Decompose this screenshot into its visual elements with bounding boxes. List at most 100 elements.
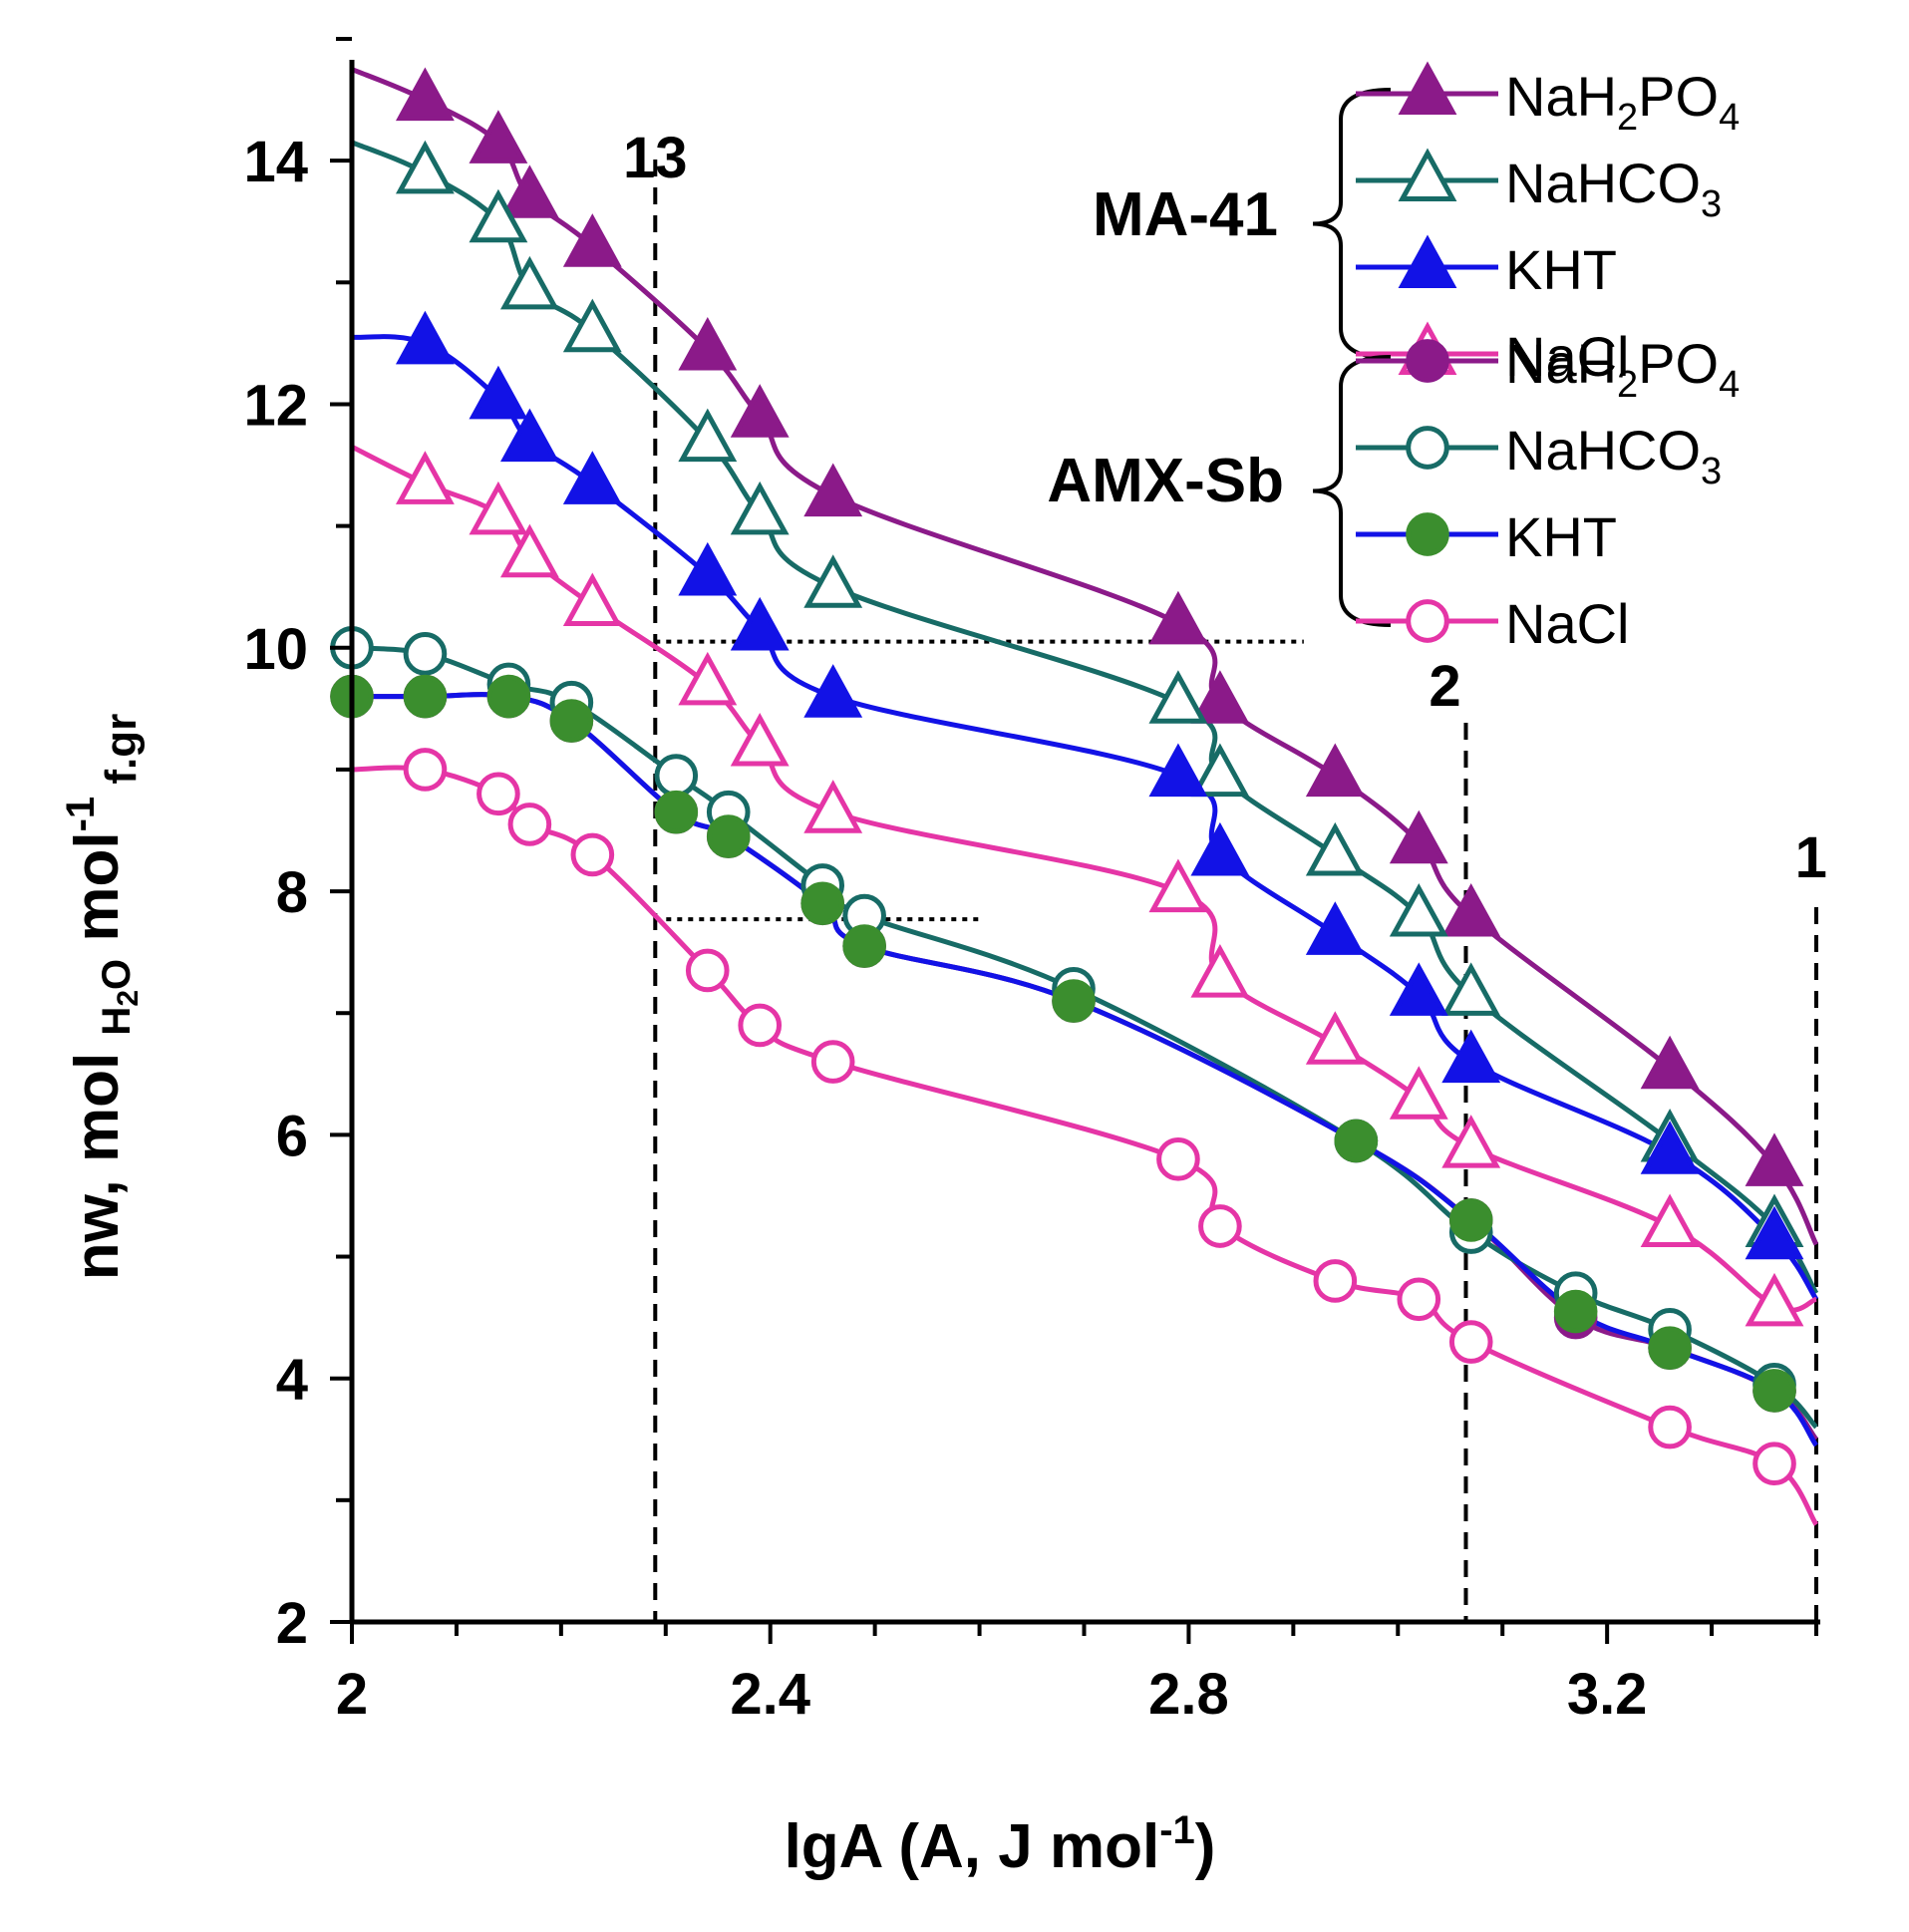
ma-41-nah2po4-point (1305, 743, 1365, 798)
legend-label-part: KHT (1505, 505, 1617, 568)
amx-sb-kht-point (549, 699, 594, 743)
ma-41-nacl-point (1305, 1011, 1365, 1065)
ma-41-nah2po4-point (395, 67, 455, 122)
amx-sb-kht-point (1334, 1119, 1379, 1163)
vertical-line-label-3: 1 (1795, 825, 1827, 890)
y-axis-title-part2: mol (63, 831, 132, 958)
legend-label-sub: 3 (1701, 451, 1722, 492)
legend-label-part: NaCl (1505, 325, 1629, 388)
x-axis-title-main: lgA (A, J mol (785, 1812, 1160, 1881)
ma-41-kht-point (562, 451, 622, 504)
legend-entry-amx-sb-nah2po4: NaH2PO4 (1356, 332, 1740, 406)
legend-label-sub: 4 (1719, 97, 1740, 139)
amx-sb-nah2po4-line (352, 692, 1818, 1442)
ma-41-nahco3-point (1389, 883, 1448, 937)
amx-sb-nacl-point (738, 1003, 783, 1048)
legend-label: NaCl (1505, 592, 1629, 655)
legend-group-label: AMX-Sb (1047, 447, 1284, 515)
ma-41-nacl-point (562, 572, 622, 626)
ma-41-kht-point (395, 310, 455, 365)
amx-sb-kht-point (842, 924, 886, 968)
ma-41-nacl-point (469, 481, 528, 535)
ma-41-nahco3-point (1148, 670, 1208, 724)
ma-41-nacl-point (730, 713, 790, 767)
ma-41-nacl-point (1190, 944, 1250, 998)
y-axis-title-sub-h: H (95, 1007, 139, 1036)
amx-sb-kht-point (1752, 1369, 1796, 1413)
amx-sb-kht-point (1553, 1289, 1598, 1334)
y-axis-title: nw, mol H2O mol-1 f.gr (59, 714, 146, 1281)
legend-label-part: NaHCO (1505, 419, 1701, 482)
legend-group-amx-sb: AMX-Sb NaH2PO4 NaHCO3 KHT NaCl (1047, 332, 1740, 655)
marker-layer (330, 67, 1804, 1486)
ma-41-nahco3-point (678, 408, 738, 463)
ma-41-nah2po4-point (1148, 590, 1208, 645)
x-tick-label: 2.4 (730, 1662, 810, 1727)
amx-sb-nacl-point (570, 832, 615, 877)
amx-sb-nacl-point (685, 948, 730, 993)
legend-group-label: MA-41 (1093, 180, 1278, 249)
legend-entry-ma-41-kht: KHT (1356, 234, 1617, 301)
ma-41-kht-point (1745, 1205, 1804, 1260)
legend-brace (1312, 88, 1392, 360)
amx-sb-nacl-point (507, 803, 552, 846)
ma-41-kht-point (1148, 743, 1208, 798)
ma-41-nah2po4-point (1441, 883, 1501, 937)
ma-41-nacl-point (1148, 858, 1208, 913)
ma-41-nacl-point (395, 451, 455, 504)
amx-sb-kht-line (352, 692, 1819, 1448)
amx-sb-kht-point (486, 674, 531, 719)
legend-marker-swatch (1406, 426, 1449, 470)
legend-label: NaCl (1505, 325, 1629, 388)
amx-sb-kht-markers (330, 674, 1796, 1413)
legend-entry-amx-sb-nacl: NaCl (1356, 592, 1629, 655)
ma-41-nah2po4-point (803, 463, 863, 517)
legend-label-part: NaCl (1505, 592, 1629, 655)
x-axis-title-sup: -1 (1159, 1808, 1195, 1852)
legend-label-part: KHT (1505, 238, 1617, 301)
x-tick-label: 3.2 (1567, 1662, 1648, 1727)
ma-41-nahco3-point (469, 188, 528, 243)
ma-41-nah2po4-point (499, 164, 559, 218)
amx-sb-nacl-point (1397, 1277, 1441, 1322)
y-tick-label: 12 (243, 373, 308, 438)
axes: 2 4 6 8 10 12 14 2 2.4 2.8 3.2 (243, 37, 1820, 1727)
x-axis-title: lgA (A, J mol-1) (785, 1808, 1216, 1881)
legend-label-part: NaHCO (1505, 152, 1701, 214)
ma-41-nahco3-point (562, 298, 622, 353)
amx-sb-kht-point (654, 790, 699, 834)
legend-label: KHT (1505, 238, 1617, 301)
amx-sb-nacl-point (810, 1040, 855, 1084)
ma-41-kht-point (730, 596, 790, 651)
ma-41-nah2po4-point (730, 384, 790, 438)
amx-sb-kht-point (706, 814, 751, 858)
ma-41-nah2po4-point (678, 317, 738, 371)
ma-41-kht-point (678, 541, 738, 596)
ma-41-nahco3-point (730, 481, 790, 535)
ma-41-nah2po4-point (1190, 670, 1250, 724)
x-tick-label: 2.8 (1148, 1662, 1229, 1727)
y-axis-title-sub-fgr: f.gr (97, 714, 146, 797)
ma-41-nahco3-markers (395, 140, 1804, 1247)
ma-41-kht-point (1190, 821, 1250, 876)
ma-41-nah2po4-point (562, 213, 622, 267)
amx-sb-nahco3-point (654, 754, 699, 798)
ma-41-kht-point (469, 365, 528, 420)
legend-label-sub: 2 (1617, 364, 1638, 406)
amx-sb-nacl-markers (403, 748, 1796, 1486)
ma-41-nah2po4-markers (395, 67, 1804, 1186)
legend-label-sub: 3 (1701, 183, 1722, 225)
legend-label-sub: 4 (1719, 364, 1740, 406)
legend-entry-ma-41-nah2po4: NaH2PO4 (1356, 61, 1740, 139)
legend-label: NaHCO3 (1505, 419, 1722, 492)
legend-marker-swatch (1398, 234, 1457, 288)
ma-41-nacl-markers (395, 451, 1804, 1327)
ma-41-nah2po4-point (1745, 1132, 1804, 1186)
legend-marker-swatch (1398, 61, 1457, 115)
x-axis-title-close: ) (1195, 1812, 1216, 1881)
amx-sb-nacl-point (1648, 1405, 1692, 1449)
amx-sb-nacl-point (1313, 1259, 1358, 1303)
amx-sb-nacl-point (477, 772, 520, 816)
legend: MA-41NaH2PO4NaHCO3KHTNaClAMX-SbNaH2PO4Na… (1047, 61, 1740, 655)
